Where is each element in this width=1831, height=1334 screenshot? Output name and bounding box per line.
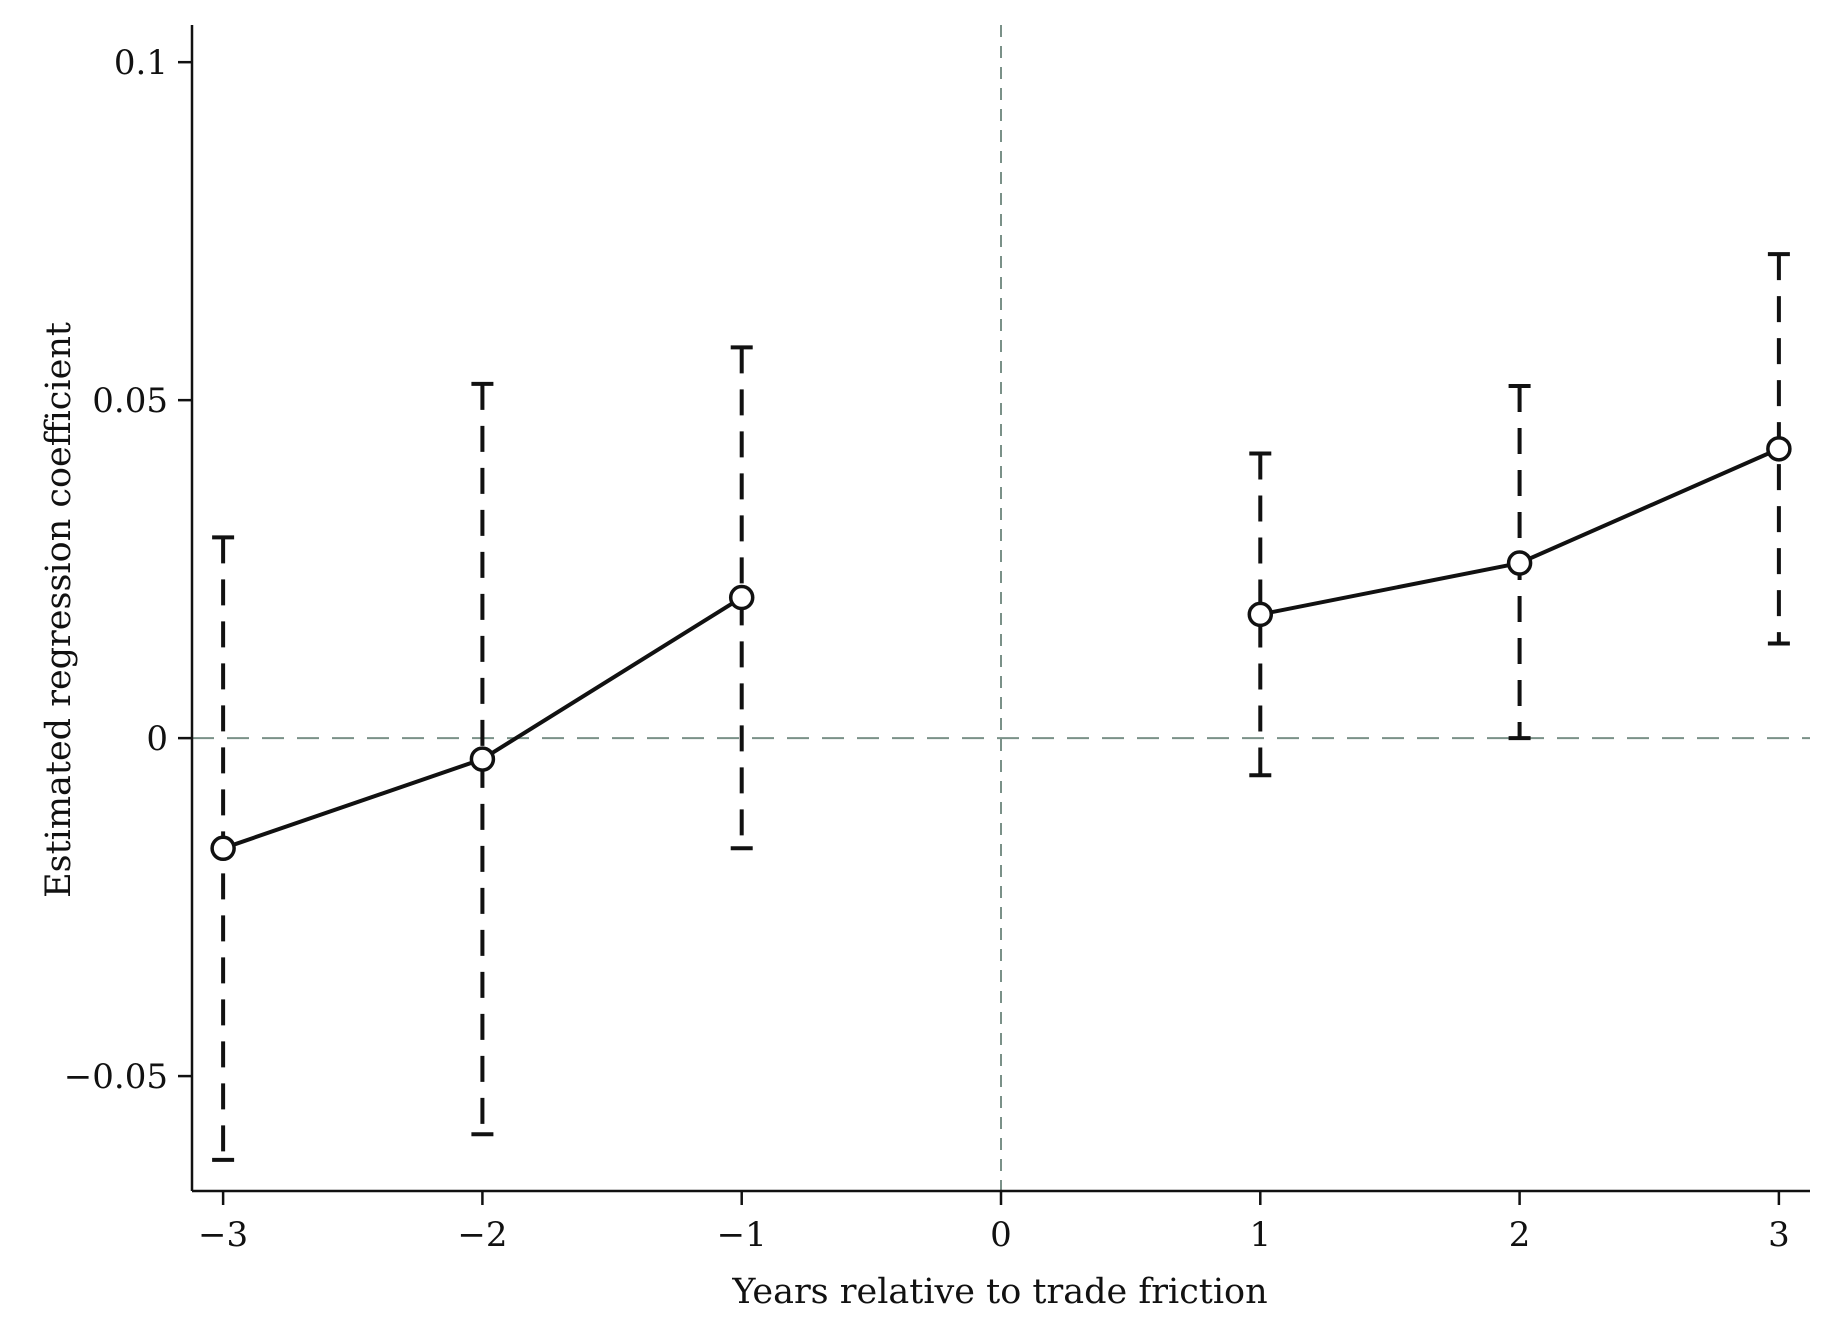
x-tick-label: 2 [1509, 1215, 1531, 1255]
data-point [469, 746, 496, 772]
x-axis-title: Years relative to trade friction [731, 1272, 1267, 1312]
y-tick-label: 0 [146, 719, 168, 759]
x-tick-label: 0 [990, 1215, 1012, 1255]
y-tick-label: −0.05 [64, 1057, 168, 1097]
x-tick-label: −1 [717, 1215, 767, 1255]
y-axis-title: Estimated regression coefficient [39, 322, 79, 898]
reference-lines [192, 25, 1810, 1191]
data-point [1766, 436, 1792, 462]
data-point [1506, 550, 1533, 576]
data-point [210, 835, 236, 862]
data-point [1247, 601, 1274, 628]
y-tick-label: 0.1 [114, 43, 168, 83]
y-tick-label: 0.05 [92, 381, 168, 421]
x-tick-label: −3 [198, 1215, 248, 1255]
x-tick-label: 1 [1249, 1215, 1271, 1255]
x-tick-label: −2 [457, 1215, 507, 1255]
data-points [210, 436, 1792, 862]
axes: −0.05 0 0.05 0.1 −3 −2 −1 0 1 2 3 [64, 25, 1810, 1255]
data-point [728, 584, 755, 611]
x-tick-label: 3 [1768, 1215, 1790, 1255]
